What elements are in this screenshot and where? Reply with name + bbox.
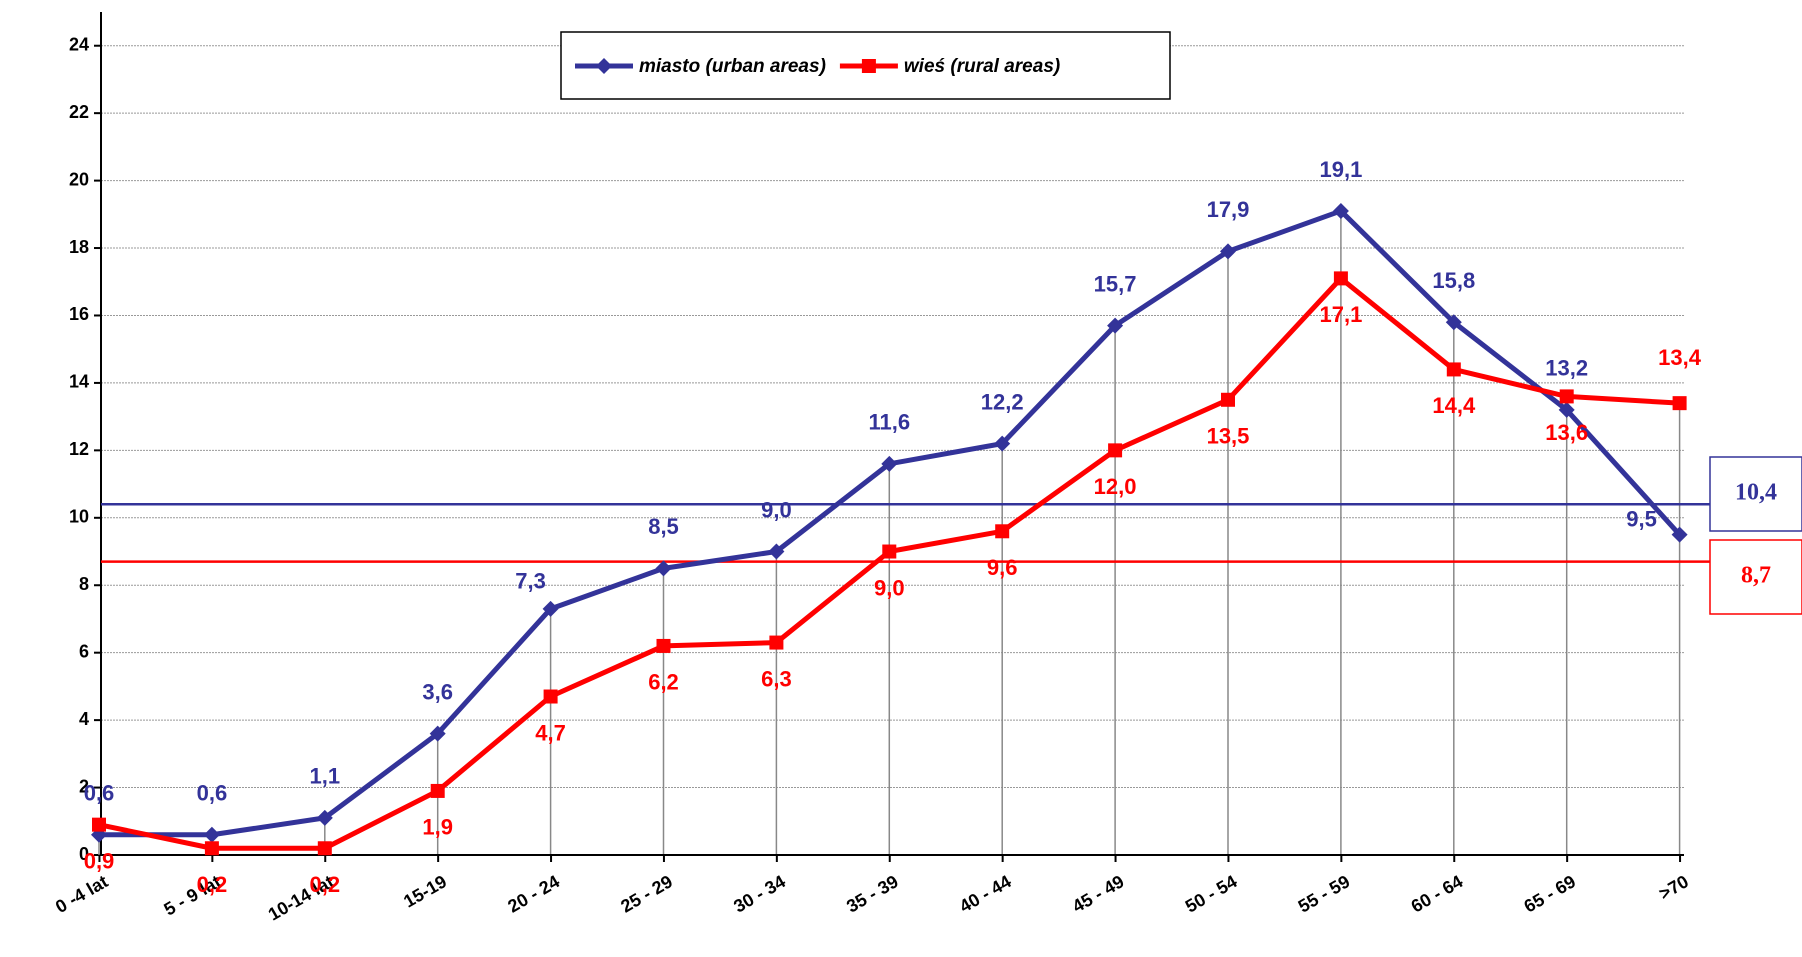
x-tick-label: 65 - 69: [1521, 871, 1580, 916]
y-tick-label: 8: [79, 574, 89, 594]
y-tick-label: 18: [69, 237, 89, 257]
x-tick-label: >70: [1656, 871, 1692, 904]
x-tick-label: 35 - 39: [843, 871, 902, 916]
data-label: 9,6: [987, 555, 1018, 580]
y-tick-label: 4: [79, 709, 89, 729]
point-marker: [1108, 443, 1123, 458]
point-marker: [1672, 396, 1687, 411]
data-label: 15,8: [1432, 268, 1475, 293]
data-label: 17,9: [1207, 197, 1250, 222]
x-tick-label: 50 - 54: [1182, 871, 1241, 916]
point-marker: [768, 543, 785, 560]
x-tick-label: 30 - 34: [730, 871, 789, 916]
point-marker: [92, 817, 106, 832]
data-label: 6,3: [761, 666, 792, 691]
point-marker: [1221, 392, 1235, 407]
point-marker: [543, 689, 558, 704]
x-tick-label: 15-19: [400, 871, 450, 911]
data-label: 13,5: [1207, 424, 1250, 449]
data-label: 0,2: [310, 872, 341, 897]
point-marker: [204, 841, 219, 856]
point-marker: [542, 600, 559, 617]
point-marker: [1446, 362, 1461, 377]
data-label: 12,0: [1094, 474, 1137, 499]
data-label: 11,6: [868, 410, 910, 435]
data-label: 6,2: [648, 670, 679, 695]
y-tick-label: 10: [69, 507, 89, 527]
x-tick-label: 60 - 64: [1408, 871, 1467, 916]
y-tick-label: 14: [69, 372, 89, 392]
point-marker: [1558, 401, 1575, 418]
data-label: 13,2: [1545, 356, 1588, 381]
x-tick-label: 20 - 24: [504, 871, 563, 916]
data-label: 8,5: [648, 514, 679, 539]
data-label: 1,9: [422, 815, 453, 840]
x-tick-label: 55 - 59: [1295, 871, 1354, 916]
data-label: 0,2: [197, 872, 228, 897]
point-marker: [655, 560, 672, 577]
x-tick-label: 40 - 44: [956, 871, 1015, 916]
y-tick-label: 0: [79, 844, 89, 864]
legend-label: wieś (rural areas): [904, 56, 1060, 77]
x-tick-label: 45 - 49: [1069, 871, 1128, 916]
reference-box: [1709, 539, 1802, 615]
data-label: 14,4: [1432, 393, 1476, 418]
point-marker: [1220, 243, 1236, 260]
reference-label: 8,7: [1741, 563, 1771, 589]
y-tick-label: 20: [69, 169, 89, 189]
point-marker: [995, 524, 1010, 539]
data-label: 13,6: [1545, 420, 1588, 445]
data-label: 9,5: [1626, 506, 1657, 531]
legend-marker: [596, 58, 612, 74]
point-marker: [882, 544, 897, 559]
x-tick-label: 0 -4 lat: [52, 871, 111, 917]
data-label: 12,2: [981, 389, 1024, 414]
point-marker: [1671, 526, 1688, 543]
y-tick-label: 22: [69, 102, 89, 122]
data-label: 9,0: [761, 497, 792, 522]
point-marker: [203, 826, 220, 843]
reference-box: [1709, 456, 1802, 532]
legend-label: miasto (urban areas): [639, 56, 826, 77]
data-label: 0,9: [84, 848, 115, 873]
data-label: 0,6: [84, 781, 115, 806]
point-marker: [430, 783, 445, 798]
y-tick-label: 2: [79, 776, 89, 796]
y-tick-label: 6: [79, 641, 89, 661]
point-marker: [769, 635, 784, 650]
point-marker: [1107, 317, 1124, 334]
data-label: 17,1: [1319, 302, 1362, 327]
data-label: 19,1: [1319, 157, 1362, 182]
point-marker: [656, 638, 671, 653]
point-marker: [317, 841, 332, 856]
point-marker: [1559, 389, 1574, 404]
data-label: 1,1: [310, 764, 341, 789]
data-label: 4,7: [535, 720, 566, 745]
point-marker: [1333, 271, 1348, 286]
point-marker: [1445, 314, 1462, 331]
point-marker: [1332, 202, 1349, 219]
y-tick-label: 16: [69, 304, 89, 324]
point-marker: [881, 455, 898, 472]
point-marker: [429, 725, 446, 742]
data-label: 13,4: [1658, 345, 1702, 370]
point-marker: [316, 809, 333, 826]
y-tick-label: 12: [69, 439, 89, 459]
data-label: 7,3: [515, 569, 546, 594]
x-tick-label: 25 - 29: [617, 871, 676, 916]
legend-marker: [861, 59, 876, 73]
point-marker: [994, 435, 1011, 452]
data-label: 0,6: [197, 781, 228, 806]
data-label: 15,7: [1094, 271, 1137, 296]
reference-label: 10,4: [1735, 480, 1777, 506]
data-label: 3,6: [422, 679, 453, 704]
data-label: 9,0: [874, 575, 905, 600]
y-tick-label: 24: [69, 34, 89, 54]
